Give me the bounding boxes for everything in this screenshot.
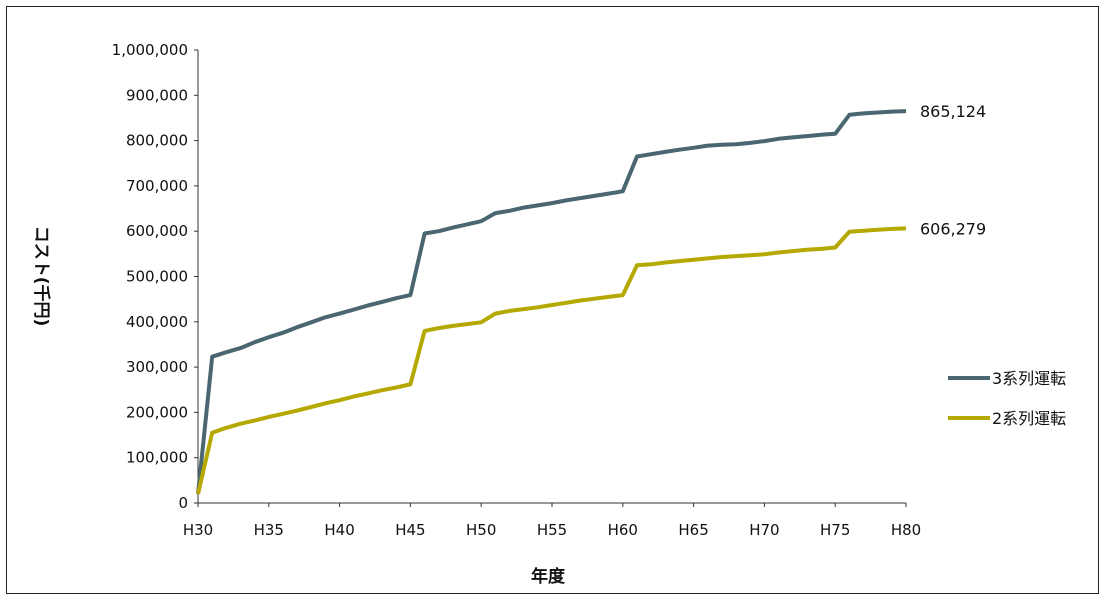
y-axis-title: コスト(千円) (31, 226, 51, 327)
axes (194, 49, 907, 507)
y-tick-label: 700,000 (126, 177, 188, 195)
x-tick-label: H80 (891, 521, 921, 539)
legend: 3系列運転 2系列運転 (948, 369, 1066, 428)
chart-frame (6, 6, 1099, 594)
x-tick-label: H45 (395, 521, 425, 539)
y-tick-label: 100,000 (126, 449, 188, 467)
y-tick-label: 1,000,000 (112, 41, 188, 59)
legend-label: 2系列運転 (992, 409, 1066, 428)
x-tick-label: H65 (678, 521, 708, 539)
x-tick-label: H30 (183, 521, 213, 539)
x-tick-labels: H30 H35 H40 H45 H50 H55 H60 H65 H70 H75 H80 (183, 521, 921, 539)
y-tick-label: 300,000 (126, 358, 188, 376)
y-tick-label: 900,000 (126, 86, 188, 104)
x-tick-label: H50 (466, 521, 496, 539)
end-value-label: 865,124 (920, 102, 986, 121)
y-tick-label: 600,000 (126, 222, 188, 240)
y-tick-label: 0 (178, 494, 188, 512)
x-tick-label: H40 (324, 521, 354, 539)
series-lines (196, 109, 907, 495)
y-tick-label: 400,000 (126, 313, 188, 331)
x-tick-label: H35 (254, 521, 284, 539)
x-tick-label: H60 (608, 521, 638, 539)
end-value-label: 606,279 (920, 219, 986, 238)
x-tick-label: H75 (820, 521, 850, 539)
y-tick-label: 200,000 (126, 403, 188, 421)
y-tick-label: 500,000 (126, 268, 188, 286)
series-line (196, 109, 907, 495)
y-tick-labels: 0 100,000 200,000 300,000 400,000 500,000 600,… (112, 41, 188, 512)
x-tick-label: H55 (537, 521, 567, 539)
series-line (196, 226, 907, 495)
y-tick-label: 800,000 (126, 132, 188, 150)
x-tick-label: H70 (749, 521, 779, 539)
x-axis-title: 年度 (531, 566, 566, 587)
legend-label: 3系列運転 (992, 369, 1066, 388)
end-labels: 865,124 606,279 (920, 102, 986, 238)
